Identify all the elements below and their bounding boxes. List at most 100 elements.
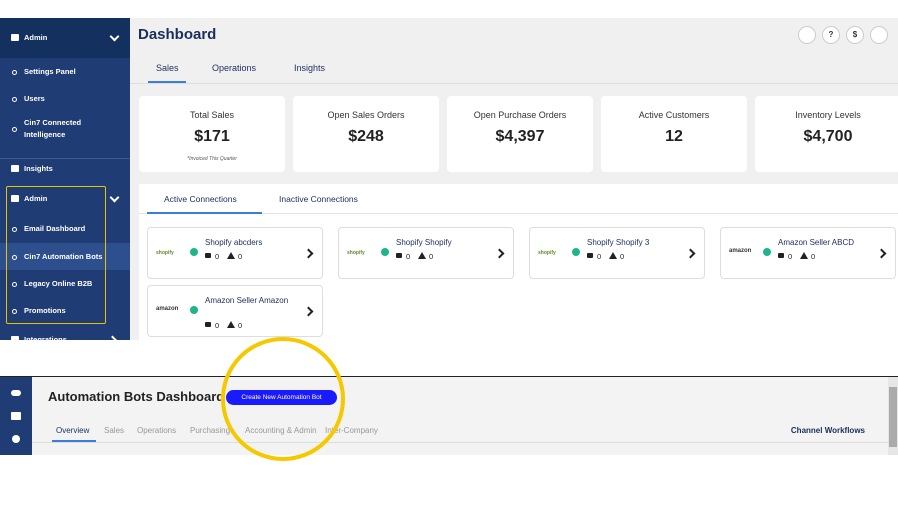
sidebar-label: Integrations [24,335,67,340]
bullet [12,70,17,75]
status-dot [190,306,198,314]
sidebar-item[interactable]: Integrations [0,330,130,340]
connection-name: Amazon Seller Amazon [205,296,289,305]
sidebar-item[interactable]: Promotions [0,300,130,322]
sidebar-item[interactable]: Settings Panel [0,63,130,81]
alert-count: 0 [238,252,243,261]
stat-card: Total Sales $171 *Invoiced This Quarter [139,96,285,172]
cart-icon [396,253,402,258]
alert-count: 0 [811,252,816,261]
order-count: 0 [597,252,602,261]
icon [11,195,19,202]
cart-icon [205,253,211,258]
automation-title: Automation Bots Dashboard [48,389,225,404]
automation-tab[interactable]: Accounting & Admin [245,426,317,435]
card-value: $4,700 [803,128,853,145]
icon [12,435,20,443]
automation-tab[interactable]: Purchasing [190,426,231,435]
sidebar-label: Cin7 Automation Bots [24,251,103,261]
bullet [12,309,17,314]
sidebar-item[interactable]: Cin7 Automation Bots [0,243,130,270]
sidebar-label: Admin [24,194,48,203]
dashboard: Dashboard Sales Operations Insights? $ Total… [130,18,898,340]
sidebar-item[interactable]: Admin [0,186,130,212]
refresh-icon[interactable] [798,26,816,44]
alert-icon [227,252,235,259]
connection-logo: shopify [347,250,365,256]
connection-name: Amazon Seller ABCD [778,238,855,247]
alert-count: 0 [620,252,625,261]
status-dot [190,248,198,256]
cart-icon [778,253,784,258]
sidebar-label: Legacy Online B2B [24,279,93,288]
connection-card[interactable]: shopify Shopify abcders 0 0 [147,227,323,279]
create-button[interactable]: Create New Automation Bot [226,390,337,405]
cart-icon [587,253,593,258]
highlight-circle [221,337,345,461]
divider [0,376,898,377]
status-dot [572,248,580,256]
sidebar-label: Insights [24,164,53,173]
tab-underline [147,212,262,214]
automation-tab[interactable]: Operations [137,426,177,435]
sidebar-item[interactable]: Users [0,90,130,108]
header-tab[interactable]: Sales [156,63,179,73]
sidebar-item[interactable]: Admin [0,18,130,58]
divider [0,158,130,159]
stat-card: Open Sales Orders $248 [293,96,439,172]
connection-card[interactable]: amazon Amazon Seller Amazon 0 0 [147,285,323,337]
header-tab[interactable]: Operations [212,63,257,73]
connection-name: Shopify Shopify [396,238,452,247]
card-title: Total Sales [189,110,235,120]
order-count: 0 [788,252,793,261]
scrollbar [888,377,898,455]
header-icon[interactable]: $ [846,26,864,44]
card-title: Open Purchase Orders [473,110,567,120]
sidebar-label: Promotions [24,306,66,315]
cart-icon [205,322,211,327]
sidebar-item[interactable]: Insights [0,158,130,180]
connection-tab[interactable]: Inactive Connections [279,194,358,204]
connection-card[interactable]: amazon Amazon Seller ABCD 0 0 [720,227,896,279]
bullet [12,127,17,132]
header-tab[interactable]: Insights [294,63,326,73]
mini-sidebar [0,377,32,455]
card-value: $248 [348,128,384,145]
sidebar-label: Users [24,94,45,103]
card-value: $4,397 [495,128,545,145]
sidebar-item[interactable]: Email Dashboard [0,218,130,240]
settings-icon[interactable] [870,26,888,44]
connection-logo: amazon [729,248,752,254]
connection-logo: amazon [156,306,179,312]
sidebar-label: Admin [24,33,48,42]
sidebar-item[interactable]: Cin7 Connected Intelligence [0,115,130,143]
icon [11,412,21,420]
channel-workflows-link[interactable]: Channel Workflows [790,426,865,435]
sidebar-label: Cin7 Connected Intelligence [24,118,82,139]
alert-icon [227,321,235,328]
order-count: 0 [215,321,220,330]
order-count: 0 [406,252,411,261]
divider [32,442,888,443]
bullet [12,227,17,232]
icon [11,165,19,172]
connection-tab[interactable]: Active Connections [164,194,237,204]
header-icon[interactable]: ? [822,26,840,44]
icon [11,336,19,340]
sidebar-item[interactable]: Legacy Online B2B [0,273,130,295]
sidebar: Admin Settings Panel Users Cin7 Connected I… [0,18,130,340]
connection-card[interactable]: shopify Shopify Shopify 0 0 [338,227,514,279]
stat-card: Active Customers 12 [601,96,747,172]
automation-tab[interactable]: Overview [56,426,90,435]
divider [139,213,898,214]
automation-tab[interactable]: Inter-Company [325,426,378,435]
connection-logo: shopify [156,250,174,256]
bullet [12,282,17,287]
connection-card[interactable]: shopify Shopify Shopify 3 0 0 [529,227,705,279]
automation-tab[interactable]: Sales [104,426,125,435]
bullet [12,254,17,260]
alert-count: 0 [429,252,434,261]
sidebar-label: Settings Panel [24,67,76,76]
card-title: Active Customers [638,110,710,120]
